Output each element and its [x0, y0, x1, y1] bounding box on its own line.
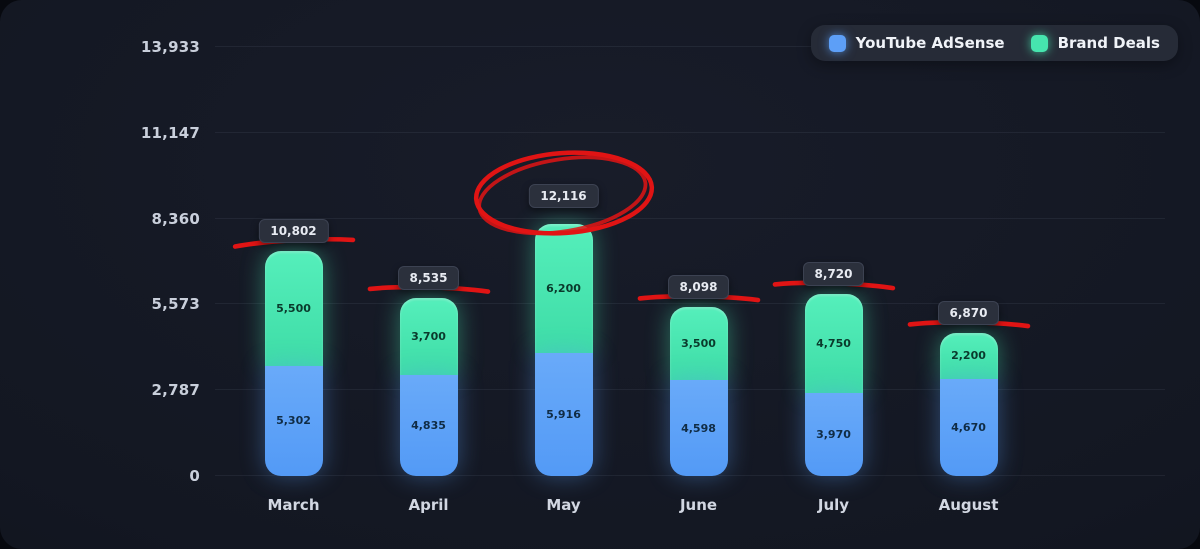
segment-value-label: 4,670	[951, 420, 986, 434]
segment-value-label: 5,500	[276, 301, 311, 315]
bar-segment-brand-deals: 4,750	[804, 294, 863, 394]
bar-segment-adsense: 5,302	[264, 365, 323, 476]
x-axis-label: July	[817, 496, 850, 514]
stacked-bar: 3,500 4,598	[669, 307, 728, 476]
bar-segment-adsense: 3,970	[804, 393, 863, 476]
total-badge: 6,870	[937, 300, 1000, 325]
gridline	[215, 217, 1165, 219]
y-tick-label: 11,147	[140, 123, 200, 142]
plot: 10,802 5,500 5,302 March 8,535 3,700 4,835 Apri…	[215, 46, 1165, 514]
segment-value-label: 2,200	[951, 349, 986, 363]
legend-item-youtube-adsense[interactable]: YouTube AdSense	[828, 34, 1005, 52]
bar-column-july: 8,720 4,750 3,970 July	[766, 47, 901, 514]
stacked-bar: 4,750 3,970	[804, 294, 863, 476]
bar-column-april: 8,535 3,700 4,835 April	[361, 47, 496, 514]
legend-label-adsense: YouTube AdSense	[855, 34, 1005, 52]
plot-area: 10,802 5,500 5,302 March 8,535 3,700 4,835 Apri…	[226, 47, 1036, 514]
y-tick-label: 5,573	[151, 295, 200, 314]
x-axis-label: June	[679, 496, 718, 514]
y-tick-label: 2,787	[151, 381, 200, 400]
bar-column-may: 12,116 6,200 5,916 May	[473, 47, 654, 514]
segment-value-label: 3,700	[411, 330, 446, 344]
segment-value-label: 6,200	[546, 281, 581, 295]
x-axis-label: April	[408, 496, 449, 514]
bar-segment-adsense: 4,670	[939, 378, 998, 476]
gridline	[215, 131, 1165, 133]
bar-segment-adsense: 4,598	[669, 380, 728, 476]
y-tick-label: 0	[189, 467, 200, 485]
stacked-bar: 3,700 4,835	[399, 298, 458, 476]
gridline	[215, 46, 1165, 47]
x-axis-label: March	[267, 496, 320, 514]
bar-segment-brand-deals: 5,500	[264, 250, 323, 366]
bar-segment-adsense: 4,835	[399, 375, 458, 476]
total-badge: 8,535	[397, 266, 460, 291]
segment-value-label: 3,500	[681, 337, 716, 351]
legend-item-brand-deals[interactable]: Brand Deals	[1030, 34, 1160, 52]
segment-value-label: 4,598	[681, 421, 716, 435]
segment-value-label: 3,970	[816, 428, 851, 442]
y-tick-label: 8,360	[151, 209, 200, 228]
y-axis: 0 2,787 5,573 8,360 11,147 13,933	[0, 38, 200, 485]
legend-label-brand-deals: Brand Deals	[1057, 34, 1160, 52]
stacked-bar: 6,200 5,916	[534, 223, 593, 476]
brand-deals-color-dot-icon	[1030, 34, 1048, 52]
legend: YouTube AdSense Brand Deals	[810, 25, 1178, 61]
segment-value-label: 5,302	[276, 414, 311, 428]
segment-value-label: 5,916	[546, 407, 581, 421]
bar-column-august: 6,870 2,200 4,670 August	[901, 47, 1036, 514]
y-tick-label: 13,933	[140, 38, 200, 56]
bar-segment-adsense: 5,916	[534, 352, 593, 476]
segment-value-label: 4,750	[816, 337, 851, 351]
bar-segment-brand-deals: 6,200	[534, 223, 593, 353]
total-badge: 8,098	[667, 275, 730, 300]
total-badge: 8,720	[802, 262, 865, 287]
x-axis-label: August	[938, 496, 999, 514]
segment-value-label: 4,835	[411, 419, 446, 433]
stacked-bar: 5,500 5,302	[264, 250, 323, 476]
bar-column-june: 8,098 3,500 4,598 June	[631, 47, 766, 514]
bar-segment-brand-deals: 3,500	[669, 307, 728, 381]
bar-segment-brand-deals: 3,700	[399, 298, 458, 376]
stacked-bar: 2,200 4,670	[939, 332, 998, 476]
x-axis-label: May	[546, 496, 581, 514]
total-badge: 10,802	[258, 218, 329, 243]
adsense-color-dot-icon	[828, 34, 846, 52]
bar-segment-brand-deals: 2,200	[939, 332, 998, 379]
total-badge: 12,116	[528, 183, 599, 208]
bar-column-march: 10,802 5,500 5,302 March	[226, 47, 361, 514]
gridline	[215, 303, 1165, 305]
